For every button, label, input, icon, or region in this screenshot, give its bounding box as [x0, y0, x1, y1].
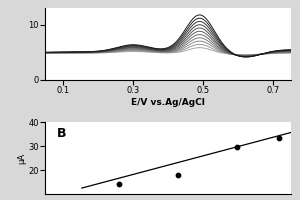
Point	[116, 183, 121, 186]
Point	[235, 146, 239, 149]
X-axis label: E/V vs.Ag/AgCl: E/V vs.Ag/AgCl	[131, 98, 205, 107]
Text: B: B	[57, 127, 67, 140]
Point	[176, 173, 180, 177]
Y-axis label: μA: μA	[18, 153, 27, 164]
Point	[276, 136, 281, 140]
